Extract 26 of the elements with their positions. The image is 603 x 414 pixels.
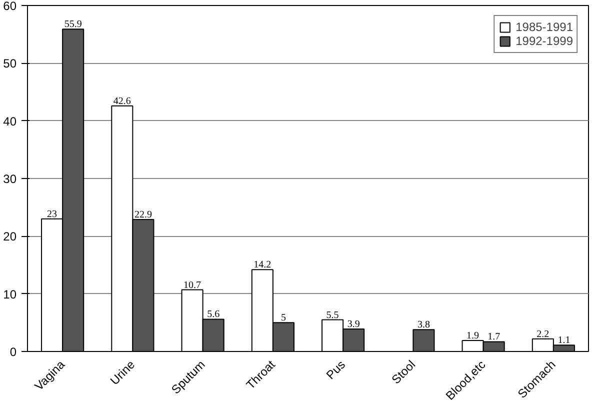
data-label: 55.9: [64, 19, 82, 30]
data-label: 5: [280, 312, 286, 324]
data-label: 1.7: [488, 332, 500, 343]
data-label: 23: [47, 208, 58, 220]
data-label: 22.9: [134, 209, 152, 220]
data-label: 1.9: [466, 330, 480, 342]
data-label: 5.6: [207, 309, 220, 320]
data-label: 1.1: [558, 335, 570, 346]
legend-label: 1992-1999: [516, 34, 573, 48]
y-tick-label: 30: [3, 172, 17, 186]
y-tick-label: 20: [3, 230, 17, 244]
data-label: 14.2: [254, 260, 272, 271]
legend-label: 1985-1991: [516, 20, 573, 34]
data-label: 10.7: [184, 280, 202, 291]
data-label: 2.2: [536, 328, 550, 340]
y-tick-label: 60: [3, 0, 17, 13]
y-tick-label: 10: [3, 287, 17, 302]
y-tick-label: 50: [3, 56, 17, 71]
bar: [412, 329, 435, 352]
x-tick-label: Pus: [323, 358, 348, 382]
data-label: 42.6: [113, 96, 131, 107]
data-label: 5.5: [326, 310, 339, 321]
data-label: 3.8: [417, 320, 430, 331]
y-tick-label: 0: [10, 345, 17, 359]
data-label: 3.9: [347, 319, 360, 330]
y-tick-label: 40: [3, 114, 17, 128]
